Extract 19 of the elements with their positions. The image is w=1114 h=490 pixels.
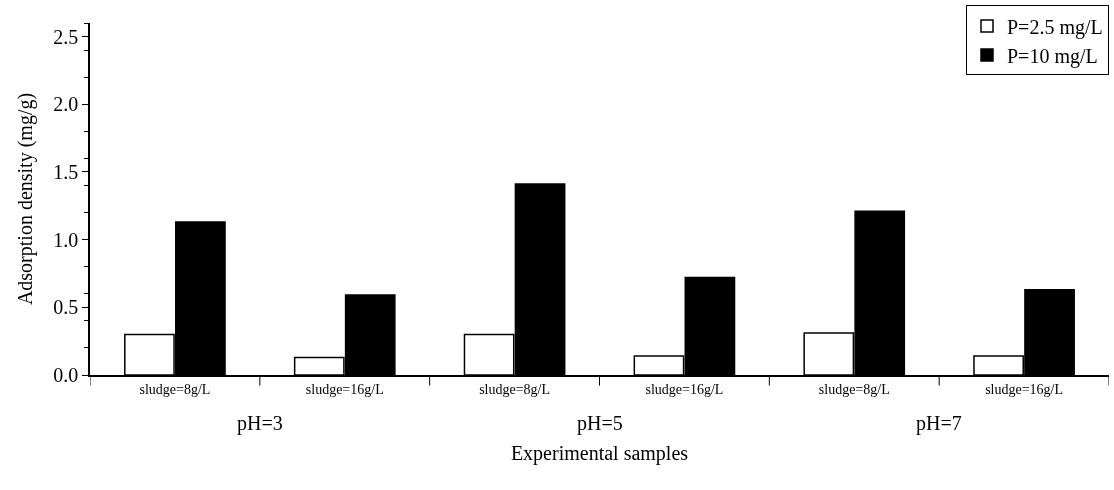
text: pH=3 bbox=[237, 412, 283, 435]
legend-label: P=10 mg/L bbox=[1007, 44, 1098, 68]
y-tick-label: 2.0 bbox=[53, 93, 79, 116]
text: pH=5 bbox=[577, 412, 623, 435]
y-tick-label: 1.0 bbox=[53, 228, 79, 251]
text: pH=7 bbox=[916, 412, 962, 435]
x-tick-label: sludge=8g/L bbox=[139, 381, 211, 397]
y-axis-title: Adsorption density (mg/g) bbox=[14, 92, 38, 306]
x-tick-label: sludge=8g/L bbox=[479, 381, 551, 397]
x-tick-label: sludge=16g/L bbox=[985, 381, 1064, 397]
x-tick-label: sludge=16g/L bbox=[645, 381, 724, 397]
x-axis-title: Experimental samples bbox=[510, 441, 689, 465]
x-tick-label: sludge=16g/L bbox=[305, 381, 384, 397]
y-tick-label: 2.5 bbox=[53, 25, 79, 48]
legend-label: P=2.5 mg/L bbox=[1007, 15, 1103, 39]
y-tick-label: 1.5 bbox=[53, 160, 79, 183]
x-tick-label: sludge=8g/L bbox=[818, 381, 890, 397]
y-tick-label: 0.5 bbox=[53, 296, 79, 319]
y-tick-label: 0.0 bbox=[53, 364, 79, 386]
